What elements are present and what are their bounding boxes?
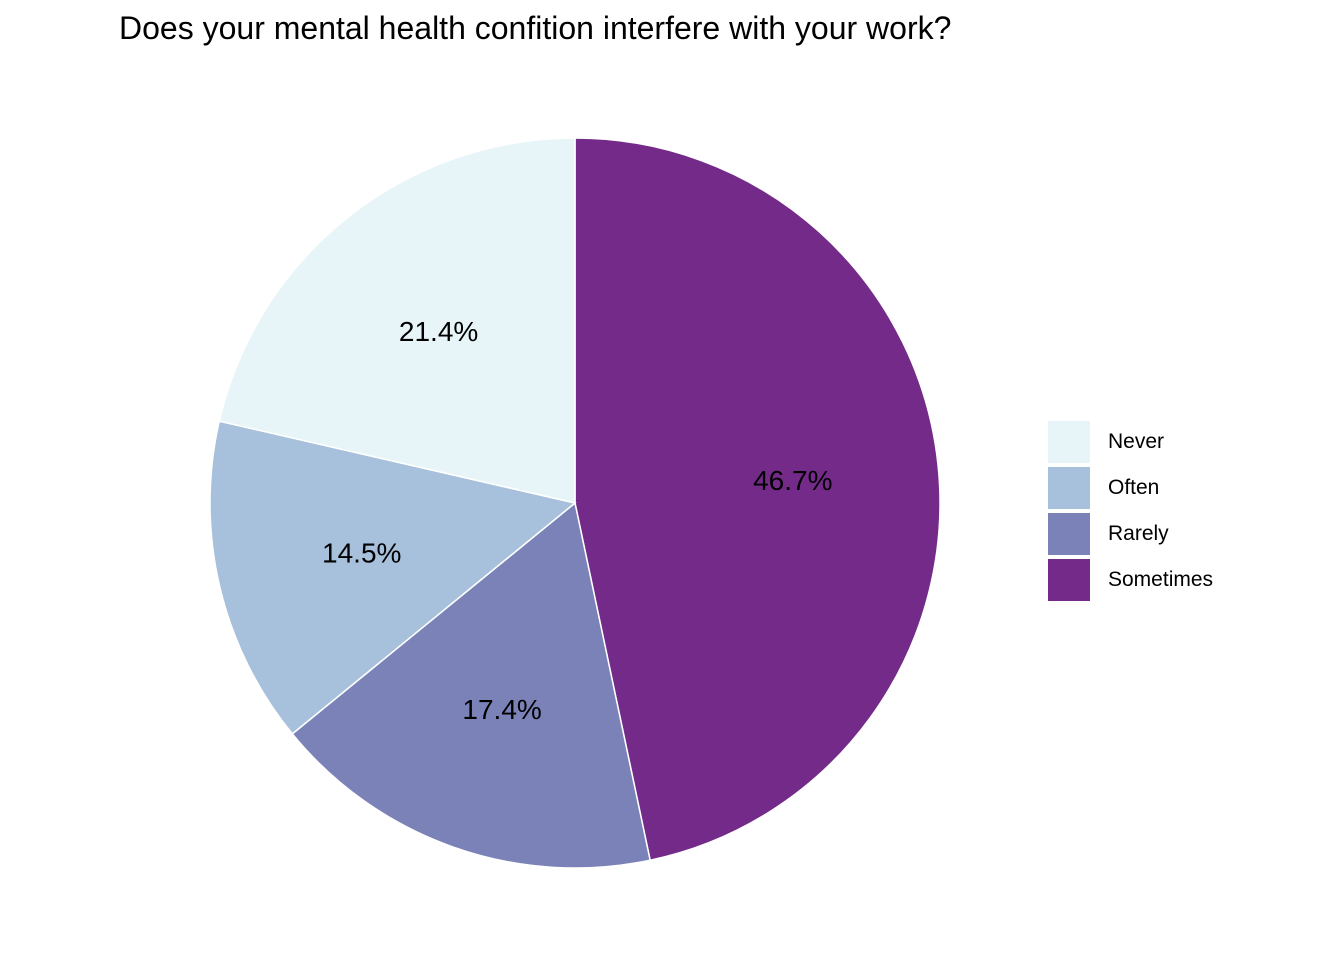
legend-label-rarely: Rarely (1108, 522, 1169, 545)
legend-label-often: Often (1108, 476, 1160, 499)
legend-label-sometimes: Sometimes (1108, 568, 1214, 591)
legend-swatch-rarely (1048, 513, 1090, 555)
legend-item-sometimes: Sometimes (1048, 557, 1213, 603)
pie-slice-sometimes (574, 137, 941, 862)
legend-swatch-never (1048, 421, 1090, 463)
legend-item-never: Never (1048, 419, 1213, 465)
chart-title: Does your mental health confition interf… (119, 10, 952, 46)
legend-item-rarely: Rarely (1048, 511, 1213, 557)
pie-slice-often (209, 420, 577, 735)
legend-label-never: Never (1108, 430, 1165, 453)
pie-slice-never (218, 137, 576, 504)
slice-label-never: 21.4% (399, 316, 478, 347)
legend: Never Often Rarely Sometimes (1048, 419, 1213, 603)
slice-label-rarely: 17.4% (462, 694, 541, 725)
pie-slice-rarely (291, 501, 652, 869)
legend-swatch-often (1048, 467, 1090, 509)
slice-label-sometimes: 46.7% (753, 465, 832, 496)
pie-slice-labels: 46.7% 17.4% 14.5% 21.4% (322, 316, 832, 725)
pie-slices (209, 137, 941, 869)
legend-swatch-sometimes (1048, 559, 1090, 601)
slice-label-often: 14.5% (322, 537, 401, 568)
legend-item-often: Often (1048, 465, 1213, 511)
